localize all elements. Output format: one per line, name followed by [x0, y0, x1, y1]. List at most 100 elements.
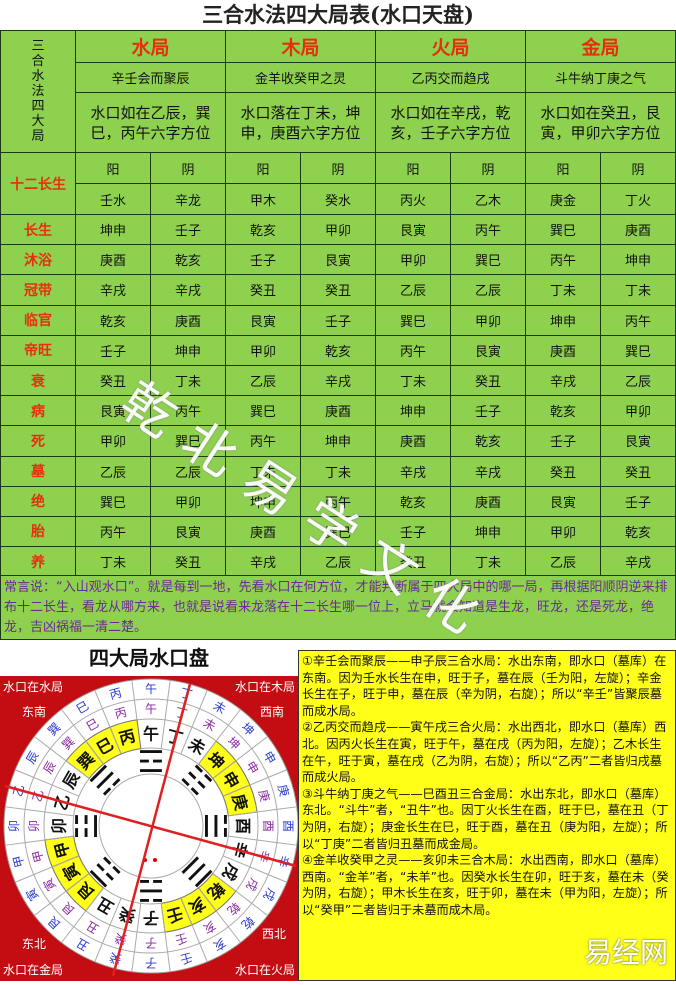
segment-divider: [109, 897, 122, 926]
shuikou-water: 水口如在乙辰，巽巳，丙午六字方位: [75, 92, 226, 153]
segment-divider: [227, 709, 241, 726]
bureau-metal: 金局: [525, 30, 676, 63]
table-cell: 乾亥: [150, 244, 226, 276]
table-cell: 艮寅: [300, 244, 376, 276]
table-cell: 坤申: [375, 395, 451, 427]
stem-cell: 丁火: [600, 183, 676, 215]
bureau-wood: 木局: [225, 30, 376, 63]
segment-divider: [251, 902, 268, 916]
table-cell: 丙午: [600, 304, 676, 336]
mountain-label: 癸: [116, 903, 138, 926]
table-cell: 巽巳: [225, 395, 301, 427]
mountain-label: 卯: [27, 820, 41, 832]
stem-cell: 甲木: [225, 183, 301, 215]
table-cell: 庚酉: [150, 304, 226, 336]
segment-divider: [5, 806, 26, 810]
segment-divider: [136, 903, 142, 933]
yinyang-cell: 阳: [225, 152, 301, 184]
direction-northeast: 东北: [22, 937, 46, 951]
segment-divider: [160, 719, 166, 749]
stem-cell: 乙木: [450, 183, 526, 215]
table-row: 墓乙辰 乙辰 丁未 丁未 辛戌 辛戌 癸丑 癸丑: [0, 455, 676, 487]
trigram-icon: ☵: [138, 872, 165, 907]
table-cell: 巽巳: [525, 213, 601, 246]
segment-divider: [73, 724, 87, 742]
table-cell: 壬子: [600, 485, 676, 517]
table-cell: 甲卯: [600, 395, 676, 427]
table-row: 长生 坤申 壬子 乾亥 甲卯 艮寅 丙午 巽巳 庚酉: [0, 213, 676, 246]
disc-title: 四大局水口盘: [89, 646, 209, 670]
segment-divider: [222, 855, 251, 868]
segment-divider: [191, 924, 201, 944]
mountain-label: 酉: [233, 818, 252, 834]
mountain-label: 庚: [256, 788, 274, 803]
side-label-text: 三合水法四大局: [31, 39, 45, 144]
segment-divider: [94, 689, 103, 709]
segment-divider: [215, 910, 229, 928]
mountain-label: 壬: [165, 904, 185, 926]
mountain-label: 甲: [51, 840, 73, 860]
shuikou-wood: 水口落在丁未，坤申，庚酉六字方位: [225, 92, 376, 153]
table-row: 临官 乾亥 庚酉 艮寅 壬子 巽巳 甲卯 坤申 丙午: [0, 304, 676, 336]
segment-divider: [5, 842, 26, 846]
segment-divider: [131, 951, 135, 972]
table-cell: 辛戌: [525, 364, 601, 397]
table-cell: 乙辰: [300, 546, 376, 578]
row-label: 养: [0, 546, 76, 578]
table-cell: 乙辰: [75, 455, 151, 487]
trigram-icon: ☲: [138, 745, 165, 780]
table-cell: 甲卯: [375, 244, 451, 276]
segment-divider: [191, 708, 201, 728]
verse-water: 辛壬会而聚辰: [75, 62, 226, 93]
segment-divider: [34, 736, 51, 750]
segment-divider: [133, 932, 138, 952]
table-cell: 丁未: [375, 364, 451, 397]
table-cell: 艮寅: [450, 334, 526, 366]
table-cell: 丙午: [525, 244, 601, 276]
verse-fire: 乙丙交而趋戌: [375, 62, 526, 93]
disc-ring: [23, 698, 279, 954]
row-label: 长生: [0, 213, 76, 246]
segment-divider: [65, 873, 90, 892]
table-cell: 丙午: [300, 485, 376, 517]
segment-divider: [251, 736, 268, 750]
table-cell: 坤申: [525, 304, 601, 336]
table-cell: 丁未: [75, 546, 151, 578]
yinyang-cell: 阴: [600, 152, 676, 184]
table-cell: 艮寅: [600, 425, 676, 457]
table-cell: 乾亥: [450, 425, 526, 457]
table-cell: 甲卯: [150, 485, 226, 517]
note-text: 常言说：“入山观水口”。就是每到一地，先看水口在何方位，才能判断属于四大局中的哪…: [0, 575, 676, 640]
table-cell: 壬子: [300, 304, 376, 336]
table-cell: 乙辰: [450, 274, 526, 306]
segment-divider: [235, 890, 253, 904]
table-cell: 丙午: [225, 425, 301, 457]
table-cell: 辛戌: [75, 274, 151, 306]
stem-cell: 庚金: [525, 183, 601, 215]
table-cell: 辛戌: [150, 274, 226, 306]
segment-divider: [33, 866, 53, 876]
segment-divider: [101, 708, 111, 728]
table-cell: 巽巳: [75, 485, 151, 517]
mountain-label: 卯: [7, 820, 21, 832]
table-cell: 坤申: [300, 425, 376, 457]
table-cell: 坤申: [150, 334, 226, 366]
stem-cell: 辛龙: [150, 183, 226, 215]
segment-divider: [276, 842, 297, 846]
table-cell: 癸丑: [150, 546, 226, 578]
table-cell: 庚酉: [300, 395, 376, 427]
segment-divider: [228, 835, 258, 841]
table-row: 沐浴 庚酉 乾亥 壬子 艮寅 甲卯 巽巳 丙午 坤申: [0, 244, 676, 276]
segment-divider: [212, 760, 237, 779]
table-cell: 癸丑: [600, 455, 676, 487]
table-cell: 癸丑: [300, 274, 376, 306]
table-cell: 乾亥: [225, 213, 301, 246]
segment-divider: [167, 951, 171, 972]
segment-divider: [109, 726, 122, 755]
side-label: 三合水法四大局: [0, 30, 76, 153]
mountain-label: 丙: [108, 686, 123, 703]
row-label: 临官: [0, 304, 76, 336]
segment-divider: [131, 680, 135, 701]
table-cell: 丙午: [375, 334, 451, 366]
explanation-panel: ①辛壬会而聚辰——申子辰三合水局：水出东南，即水口（墓库）在东南。因为壬水长生在…: [298, 650, 676, 981]
